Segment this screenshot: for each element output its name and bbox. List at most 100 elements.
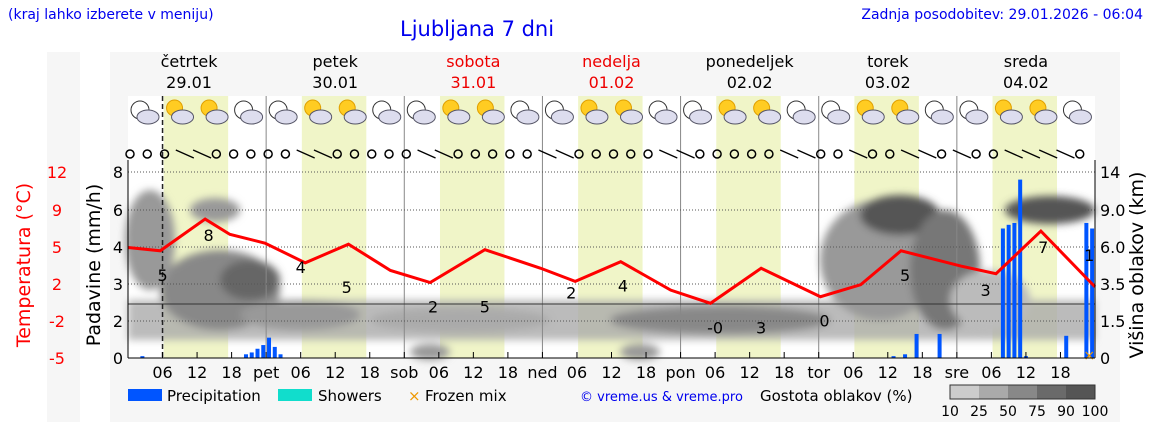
cloud-legend-tick: 90 [1057,404,1075,420]
temperature-label: 4 [618,277,628,296]
temperature-label: 4 [296,258,306,277]
calm-wind-icon [487,149,498,159]
cloud-icon [827,109,851,125]
cloud-legend-swatch [950,385,979,399]
cloud-icon [550,109,574,125]
temp-tick: 2 [52,275,62,294]
wind-barb [900,149,920,159]
cloud-icon [516,109,540,125]
cloud-icon [274,109,298,125]
x-tick-label: 18 [221,363,241,382]
precip-bar [267,337,272,358]
precip-tick: 2 [113,312,123,331]
cloud-icon [378,109,402,125]
legend-precip-swatch [128,389,162,401]
cloud-legend-swatch [1066,385,1095,399]
day-name: sobota [446,52,501,71]
precip-tick: 3 [113,275,123,294]
weather-icons-row [130,99,1092,125]
calm-wind-icon [367,149,377,159]
precip-bar [1000,228,1005,358]
temperature-label: 2 [428,298,438,317]
x-tick-label: 12 [878,363,898,382]
precip-tick: 6 [113,201,123,220]
x-tick-label: 12 [739,363,759,382]
credit-link[interactable]: © vreme.us & vreme.pro [580,390,743,405]
legend-precip: Precipitation [167,387,261,405]
calm-wind-icon [643,149,653,159]
calm-wind-icon [988,149,999,159]
day-name: torek [867,52,909,71]
day-name: sreda [1003,52,1049,71]
precip-tick: 4 [113,238,123,257]
calm-wind-icon [332,149,342,159]
cloud-icon [1068,109,1092,125]
calm-wind-icon [712,149,722,159]
wind-barb [555,149,574,159]
precip-bar [1064,335,1069,358]
x-tick-label: 06 [981,363,1001,382]
day-name: petek [312,52,358,71]
temperature-label: 1 [1084,246,1094,265]
precip-tick: 8 [113,163,123,182]
wind-barb [175,149,195,159]
calm-wind-icon [263,149,273,159]
cloud-icon [585,109,609,125]
x-tick-label: pon [666,363,696,382]
calm-wind-icon [228,149,239,159]
x-tick-label: 18 [360,363,380,382]
precip-bar [249,352,254,358]
precip-bar [278,354,283,358]
day-date: 29.01 [166,73,212,92]
temperature-label: 3 [981,281,991,300]
calm-wind-icon [505,149,515,159]
x-tick-label: sob [390,363,418,382]
x-tick-label: 18 [498,363,518,382]
calm-wind-icon [764,149,774,159]
cloud-icon [205,109,229,125]
cloud-legend-tick: 75 [1028,404,1046,420]
precip-bar [1018,179,1023,358]
x-tick-label: 12 [187,363,207,382]
temperature-label: 5 [342,278,352,297]
cloud-legend-swatch [1008,385,1037,399]
calm-wind-icon [453,149,463,159]
precip-bar [937,333,942,358]
calm-wind-icon [885,149,895,159]
day-date: 03.02 [864,73,911,92]
page-title: Ljubljana 7 dni [400,17,555,41]
precip-bar [891,356,896,358]
cloud-legend-swatch [1037,385,1066,399]
cloud-legend-swatch [979,385,1008,399]
cloud-icon [654,109,678,125]
precip-bar [140,356,145,358]
cloud-height-tick: 6.0 [1100,238,1125,257]
precip-bar [1090,228,1095,358]
x-tick-label: 18 [1050,363,1070,382]
temp-tick: 5 [52,238,62,257]
cloud-height-tick: 9.0 [1100,201,1125,220]
frozen-mark: × [1083,348,1095,364]
calm-wind-icon [349,149,360,159]
menu-hint: (kraj lahko izberete v meniju) [8,7,214,23]
day-name: ponedeljek [705,52,794,71]
cloud-legend-label: Gostota oblakov (%) [760,387,913,405]
temperature-label: 7 [1038,238,1048,257]
x-tick-label: 18 [774,363,794,382]
wind-barb [434,149,454,159]
cloud-icon [620,109,643,125]
day-date: 30.01 [312,73,359,92]
precip-bar [243,354,248,358]
wind-barb [1056,149,1075,159]
temperature-axis-label: Temperatura (°C) [13,183,35,348]
calm-wind-icon [936,149,947,159]
cloud-icon [861,109,885,125]
calm-wind-icon [280,149,291,159]
wind-barb [676,149,695,159]
wind-barb [1038,149,1058,159]
wind-barb [659,149,678,159]
temp-axis-panel [47,52,80,422]
precip-tick: 0 [113,349,123,368]
calm-wind-icon [729,149,740,159]
